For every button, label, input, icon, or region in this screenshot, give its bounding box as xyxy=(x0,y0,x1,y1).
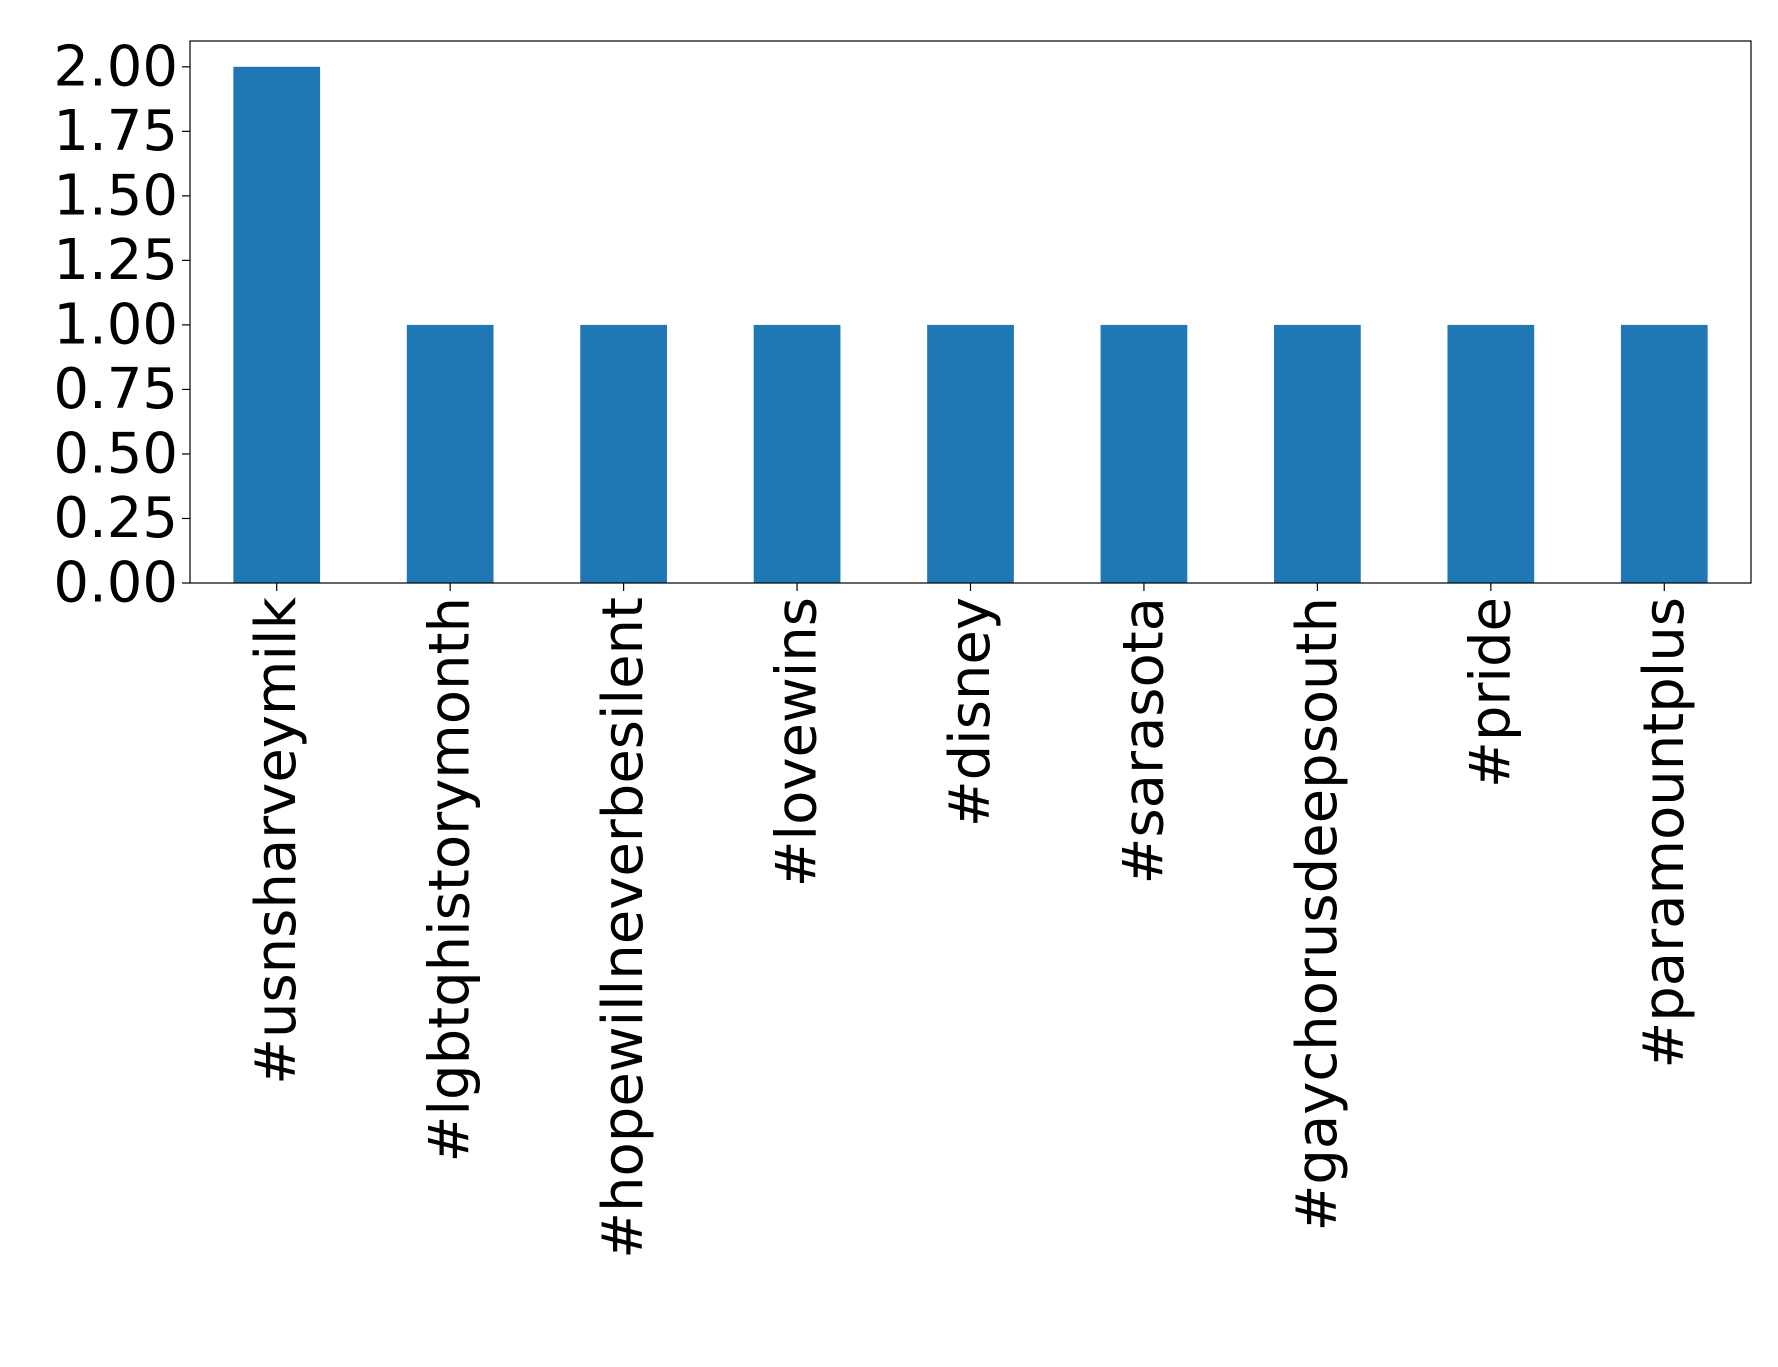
x-axis: #usnsharveymilk #lgbtqhistorymonth #hopewi… xyxy=(244,583,1697,1259)
y-tick-label: 0.25 xyxy=(53,486,178,551)
x-tick-label: #paramountplus xyxy=(1632,597,1697,1069)
y-tick-label: 2.00 xyxy=(53,34,178,99)
y-tick-label: 1.25 xyxy=(53,228,178,293)
bar-disney xyxy=(927,324,1014,583)
x-tick-label: #gaychorusdeepsouth xyxy=(1285,597,1350,1232)
x-tick-label: #pride xyxy=(1458,597,1523,788)
bars-layer xyxy=(233,66,1708,584)
y-axis: 0.000.250.500.751.001.251.501.752.00 xyxy=(53,34,190,616)
x-tick-label: #sarasota xyxy=(1111,597,1176,884)
x-tick-label: #lovewins xyxy=(765,597,830,887)
x-tick-label: #usnsharveymilk xyxy=(244,596,309,1084)
y-tick-label: 0.75 xyxy=(53,357,178,422)
bar-hopewillneverbesilent xyxy=(580,324,667,583)
y-tick-label: 0.50 xyxy=(53,421,178,486)
x-tick-label: #lgbtqhistorymonth xyxy=(418,597,483,1162)
y-tick-label: 1.50 xyxy=(53,163,178,228)
bar-usnsharveymilk xyxy=(233,66,321,584)
y-tick-label: 1.75 xyxy=(53,99,178,164)
x-tick-label: #disney xyxy=(938,597,1003,827)
bar-lgbtqhistorymonth xyxy=(406,324,494,583)
bar-gaychorusdeepsouth xyxy=(1274,324,1361,583)
bar-paramountplus xyxy=(1620,324,1708,583)
y-tick-label: 0.00 xyxy=(53,551,178,616)
bar-sarasota xyxy=(1100,324,1188,583)
x-tick-label: #hopewillneverbesilent xyxy=(591,597,656,1259)
bar-pride xyxy=(1447,324,1535,583)
bar-lovewins xyxy=(753,324,841,583)
y-tick-label: 1.00 xyxy=(53,292,178,357)
